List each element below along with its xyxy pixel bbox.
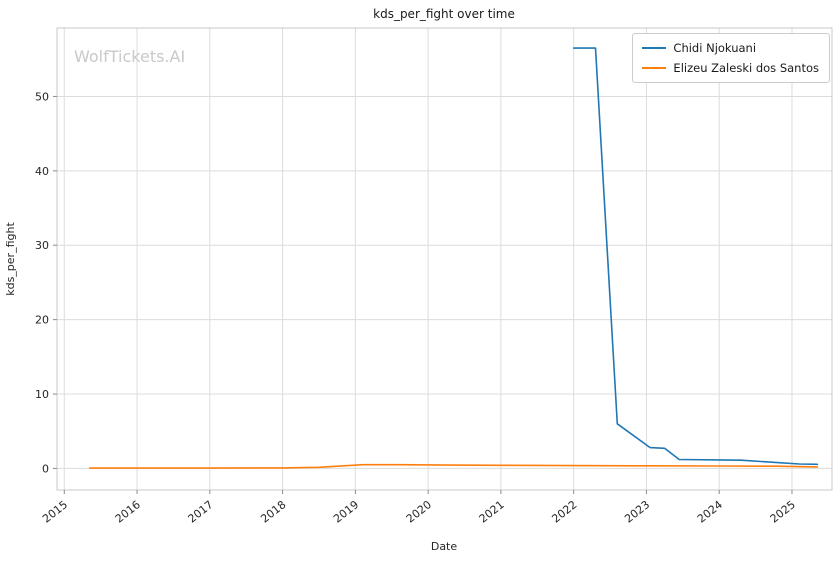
grid-lines <box>57 28 832 490</box>
svg-text:50: 50 <box>35 90 49 103</box>
data-series <box>88 47 819 469</box>
svg-text:2024: 2024 <box>695 498 725 525</box>
legend-line-swatch <box>642 67 667 69</box>
legend-item: Chidi Njokuani <box>642 41 819 55</box>
svg-text:2020: 2020 <box>404 498 434 525</box>
legend-label: Elizeu Zaleski dos Santos <box>673 61 819 75</box>
watermark: WolfTickets.AI <box>74 47 185 66</box>
svg-text:0: 0 <box>42 462 49 475</box>
legend-line-swatch <box>642 47 667 49</box>
svg-text:2019: 2019 <box>331 498 361 525</box>
legend: Chidi Njokuani Elizeu Zaleski dos Santos <box>632 33 830 83</box>
plot-frame <box>56 27 833 491</box>
svg-text:2023: 2023 <box>622 498 652 525</box>
svg-text:2025: 2025 <box>768 498 798 525</box>
chart-title: kds_per_fight over time <box>373 7 515 21</box>
svg-text:40: 40 <box>35 165 49 178</box>
svg-text:2015: 2015 <box>40 498 70 525</box>
svg-text:10: 10 <box>35 388 49 401</box>
y-axis-label: kds_per_fight <box>4 222 17 296</box>
legend-label: Chidi Njokuani <box>673 41 757 55</box>
svg-text:2018: 2018 <box>258 498 288 525</box>
legend-item: Elizeu Zaleski dos Santos <box>642 61 819 75</box>
x-axis-label: Date <box>431 540 458 553</box>
svg-text:2021: 2021 <box>477 498 507 525</box>
svg-text:2017: 2017 <box>186 498 216 525</box>
svg-text:2016: 2016 <box>113 498 143 525</box>
svg-text:30: 30 <box>35 239 49 252</box>
svg-text:20: 20 <box>35 314 49 327</box>
svg-text:2022: 2022 <box>549 498 579 525</box>
